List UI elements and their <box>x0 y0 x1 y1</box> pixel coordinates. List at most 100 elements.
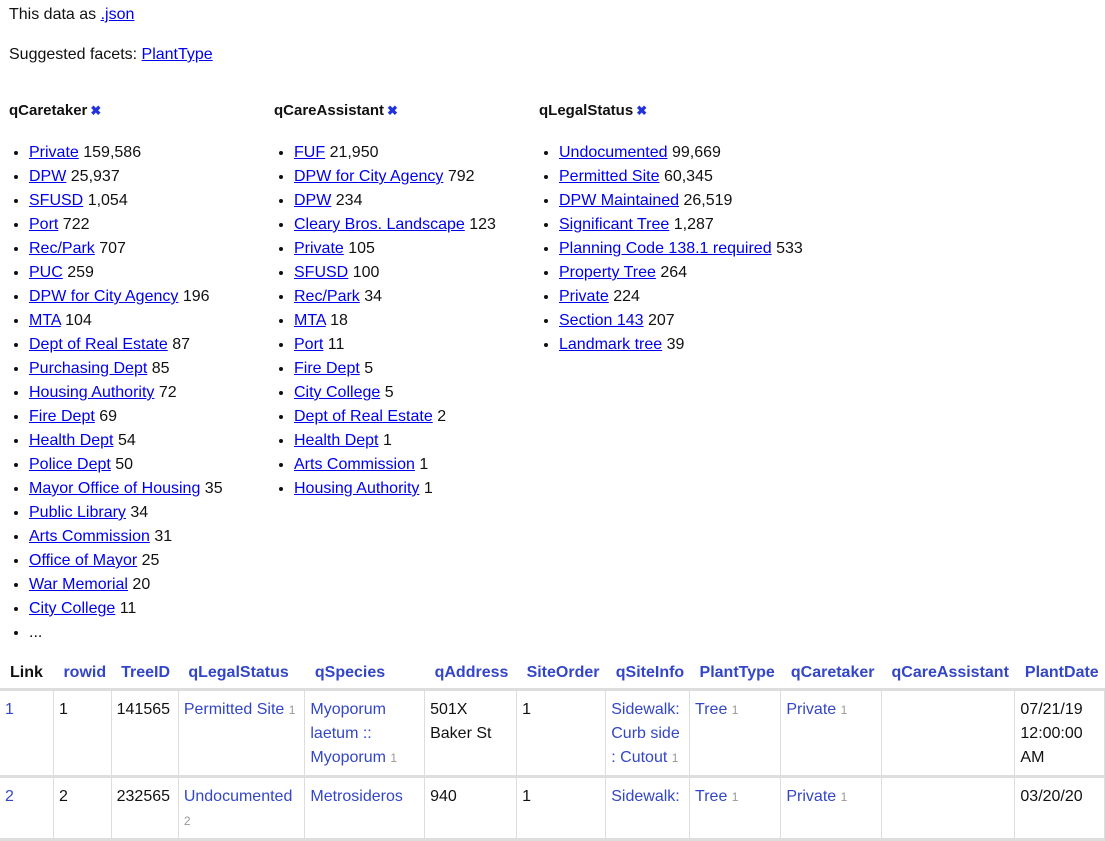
facet-value-link[interactable]: Rec/Park <box>294 288 360 305</box>
column-header-SiteOrder[interactable]: SiteOrder <box>516 660 606 691</box>
facet-value-link[interactable]: Property Tree <box>559 264 656 281</box>
link-link[interactable]: 2 <box>5 788 14 805</box>
facet-value-link[interactable]: MTA <box>294 312 326 329</box>
facet-item: DPW 234 <box>294 189 539 213</box>
facet-more[interactable]: ... <box>29 621 274 645</box>
facet-value-link[interactable]: City College <box>29 600 116 617</box>
column-header-rowid[interactable]: rowid <box>53 660 112 691</box>
facet-value-link[interactable]: Port <box>294 336 324 353</box>
siteinfo-link[interactable]: Sidewalk: <box>611 788 680 805</box>
column-header-qSpecies[interactable]: qSpecies <box>304 660 425 691</box>
cell-caretaker: Private 1 <box>780 689 883 778</box>
caretaker-link[interactable]: Private <box>786 788 837 805</box>
facet-item: Housing Authority 1 <box>294 477 539 501</box>
facet-value-link[interactable]: DPW for City Agency <box>29 288 179 305</box>
facet-value-link[interactable]: DPW <box>294 192 332 209</box>
suggested-facet-planttype[interactable]: PlantType <box>141 46 213 63</box>
facet-item: Public Library 34 <box>29 501 274 525</box>
remove-facet-icon[interactable]: ✖ <box>90 103 102 118</box>
facet-value-link[interactable]: Dept of Real Estate <box>29 336 168 353</box>
facet-count: 18 <box>330 312 348 329</box>
facet-value-link[interactable]: Dept of Real Estate <box>294 408 433 425</box>
facet-count: 264 <box>660 264 688 281</box>
facet-value-link[interactable]: Arts Commission <box>294 456 415 473</box>
planttype-link[interactable]: Tree <box>695 701 728 718</box>
facet-item: Office of Mayor 25 <box>29 549 274 573</box>
facet-value-link[interactable]: Purchasing Dept <box>29 360 148 377</box>
facet-value-link[interactable]: MTA <box>29 312 61 329</box>
facet-value-link[interactable]: War Memorial <box>29 576 128 593</box>
facet-item: Planning Code 138.1 required 533 <box>559 237 804 261</box>
facet-value-link[interactable]: DPW for City Agency <box>294 168 444 185</box>
legal-link[interactable]: Permitted Site <box>183 701 285 718</box>
facet-count: 2 <box>183 814 191 828</box>
facet-value-link[interactable]: Undocumented <box>559 144 668 161</box>
facet-title: qLegalStatus ✖ <box>539 102 648 119</box>
facet-item: FUF 21,950 <box>294 141 539 165</box>
facet-value-link[interactable]: Rec/Park <box>29 240 95 257</box>
facet-value-link[interactable]: Cleary Bros. Landscape <box>294 216 465 233</box>
column-header-TreeID[interactable]: TreeID <box>111 660 179 691</box>
legal-link[interactable]: Undocumented <box>183 788 293 805</box>
json-link[interactable]: .json <box>100 6 135 23</box>
siteinfo-link[interactable]: Sidewalk: Curb side : Cutout <box>611 701 680 766</box>
link-link[interactable]: 1 <box>5 701 14 718</box>
column-header-qAddress[interactable]: qAddress <box>424 660 517 691</box>
facet-value-link[interactable]: Port <box>29 216 59 233</box>
facet-value-link[interactable]: Landmark tree <box>559 336 663 353</box>
remove-facet-icon[interactable]: ✖ <box>387 103 398 118</box>
cell-link: 1 <box>0 689 54 778</box>
planttype-link[interactable]: Tree <box>695 788 728 805</box>
facet-count: 50 <box>115 456 134 473</box>
facet-value-link[interactable]: Housing Authority <box>294 480 420 497</box>
facet-value-link[interactable]: Mayor Office of Housing <box>29 480 201 497</box>
facet-value-link[interactable]: Private <box>559 288 609 305</box>
cell-rowid: 2 <box>53 776 112 841</box>
facet-item: SFUSD 1,054 <box>29 189 274 213</box>
column-header-Link: Link <box>0 660 54 691</box>
facet-item: Arts Commission 31 <box>29 525 274 549</box>
facet-value-link[interactable]: Health Dept <box>29 432 114 449</box>
column-header-PlantDate[interactable]: PlantDate <box>1014 660 1105 691</box>
facet-count: 85 <box>151 360 170 377</box>
facet-value-link[interactable]: Private <box>29 144 79 161</box>
facet-item: Health Dept 1 <box>294 429 539 453</box>
species-link[interactable]: Myoporum laetum :: Myoporum <box>310 701 386 766</box>
facet-value-link[interactable]: DPW Maintained <box>559 192 680 209</box>
facet-item: Private 224 <box>559 285 804 309</box>
facet-value-link[interactable]: Office of Mayor <box>29 552 138 569</box>
facet-value-link[interactable]: Section 143 <box>559 312 644 329</box>
cell-species: Metrosideros <box>304 776 426 841</box>
facet-value-link[interactable]: Arts Commission <box>29 528 150 545</box>
facet-value-link[interactable]: Private <box>294 240 344 257</box>
column-header-qCareAssistant[interactable]: qCareAssistant <box>881 660 1015 691</box>
facet-item: Housing Authority 72 <box>29 381 274 405</box>
facet-value-link[interactable]: DPW <box>29 168 67 185</box>
siteorder-value: 1 <box>522 701 531 718</box>
facet-value-link[interactable]: Housing Authority <box>29 384 155 401</box>
facet-count: 1,054 <box>87 192 128 209</box>
facet-value-link[interactable]: City College <box>294 384 381 401</box>
facet-value-link[interactable]: Fire Dept <box>29 408 95 425</box>
facet-value-link[interactable]: Planning Code 138.1 required <box>559 240 772 257</box>
facet-value-link[interactable]: Health Dept <box>294 432 379 449</box>
remove-facet-icon[interactable]: ✖ <box>636 103 648 118</box>
facet-count: 123 <box>469 216 496 233</box>
facet-value-link[interactable]: SFUSD <box>29 192 84 209</box>
facet-value-link[interactable]: Fire Dept <box>294 360 360 377</box>
facet-value-link[interactable]: Police Dept <box>29 456 111 473</box>
facet-item: Purchasing Dept 85 <box>29 357 274 381</box>
facet-value-link[interactable]: Permitted Site <box>559 168 660 185</box>
facet-value-link[interactable]: Significant Tree <box>559 216 670 233</box>
species-link[interactable]: Metrosideros <box>310 788 403 805</box>
column-header-qCaretaker[interactable]: qCaretaker <box>780 660 882 691</box>
caretaker-link[interactable]: Private <box>786 701 837 718</box>
facet-value-link[interactable]: SFUSD <box>294 264 349 281</box>
column-header-qLegalStatus[interactable]: qLegalStatus <box>178 660 305 691</box>
facet-value-link[interactable]: FUF <box>294 144 326 161</box>
facet-value-link[interactable]: Public Library <box>29 504 126 521</box>
facet-value-link[interactable]: PUC <box>29 264 63 281</box>
column-header-qSiteInfo[interactable]: qSiteInfo <box>605 660 690 691</box>
column-header-PlantType[interactable]: PlantType <box>689 660 781 691</box>
rowid-value: 1 <box>58 701 68 718</box>
